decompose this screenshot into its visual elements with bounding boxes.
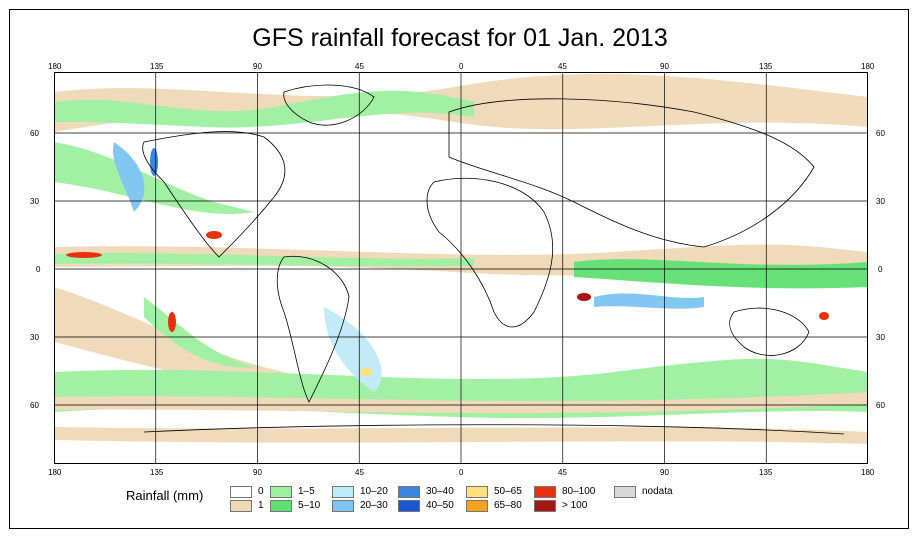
lon-tick-bottom: 180 xyxy=(48,468,62,477)
legend-swatch-11 xyxy=(534,500,556,512)
legend-label-1: 1 xyxy=(258,500,264,511)
lon-tick-top: 90 xyxy=(660,62,669,71)
lon-tick-bottom: 0 xyxy=(459,468,464,477)
legend-label-10: 80–100 xyxy=(562,486,596,497)
lat-tick-right: 30 xyxy=(876,197,885,206)
legend-label-9: 65–80 xyxy=(494,500,522,511)
lon-tick-bottom: 135 xyxy=(150,468,164,477)
lon-tick-top: 45 xyxy=(558,62,567,71)
lon-tick-top: 180 xyxy=(48,62,62,71)
lon-tick-top: 45 xyxy=(355,62,364,71)
legend-swatch-6 xyxy=(398,486,420,498)
lat-tick-left: 0 xyxy=(36,265,41,274)
lat-tick-left: 60 xyxy=(30,401,39,410)
legend-swatch-2 xyxy=(270,486,292,498)
legend-swatch-4 xyxy=(332,486,354,498)
lon-tick-top: 0 xyxy=(459,62,464,71)
legend-swatch-9 xyxy=(466,500,488,512)
map-title: GFS rainfall forecast for 01 Jan. 2013 xyxy=(252,24,668,52)
legend-swatch-12 xyxy=(614,486,636,498)
legend-swatch-3 xyxy=(270,500,292,512)
legend-swatch-1 xyxy=(230,500,252,512)
rainfall-map xyxy=(54,72,868,464)
lat-tick-right: 60 xyxy=(876,401,885,410)
legend-label-5: 20–30 xyxy=(360,500,388,511)
lon-tick-top: 180 xyxy=(861,62,875,71)
legend-label-2: 1–5 xyxy=(298,486,315,497)
legend-label-0: 0 xyxy=(258,486,264,497)
lat-tick-left: 60 xyxy=(30,129,39,138)
lat-tick-left: 30 xyxy=(30,333,39,342)
lon-tick-top: 135 xyxy=(759,62,773,71)
lon-tick-bottom: 45 xyxy=(558,468,567,477)
legend-swatch-10 xyxy=(534,486,556,498)
legend-label-6: 30–40 xyxy=(426,486,454,497)
coastlines xyxy=(142,84,845,435)
lon-tick-bottom: 90 xyxy=(253,468,262,477)
legend-swatch-7 xyxy=(398,500,420,512)
lon-tick-bottom: 180 xyxy=(861,468,875,477)
lat-tick-left: 30 xyxy=(30,197,39,206)
legend-label-7: 40–50 xyxy=(426,500,454,511)
lon-tick-bottom: 90 xyxy=(660,468,669,477)
lat-tick-right: 0 xyxy=(878,265,883,274)
graticule xyxy=(54,72,868,464)
lat-tick-right: 30 xyxy=(876,333,885,342)
legend-swatch-5 xyxy=(332,500,354,512)
legend-label: Rainfall (mm) xyxy=(126,488,204,503)
legend-label-12: nodata xyxy=(642,486,673,497)
legend-swatch-0 xyxy=(230,486,252,498)
lon-tick-top: 90 xyxy=(253,62,262,71)
map-border xyxy=(54,72,868,464)
lat-tick-right: 60 xyxy=(876,129,885,138)
legend-label-11: > 100 xyxy=(562,500,588,511)
legend-label-3: 5–10 xyxy=(298,500,321,511)
legend-label-4: 10–20 xyxy=(360,486,388,497)
lon-tick-top: 135 xyxy=(150,62,164,71)
figure-frame xyxy=(9,9,909,529)
legend-swatch-8 xyxy=(466,486,488,498)
lon-tick-bottom: 135 xyxy=(759,468,773,477)
lon-tick-bottom: 45 xyxy=(355,468,364,477)
legend-label-8: 50–65 xyxy=(494,486,522,497)
